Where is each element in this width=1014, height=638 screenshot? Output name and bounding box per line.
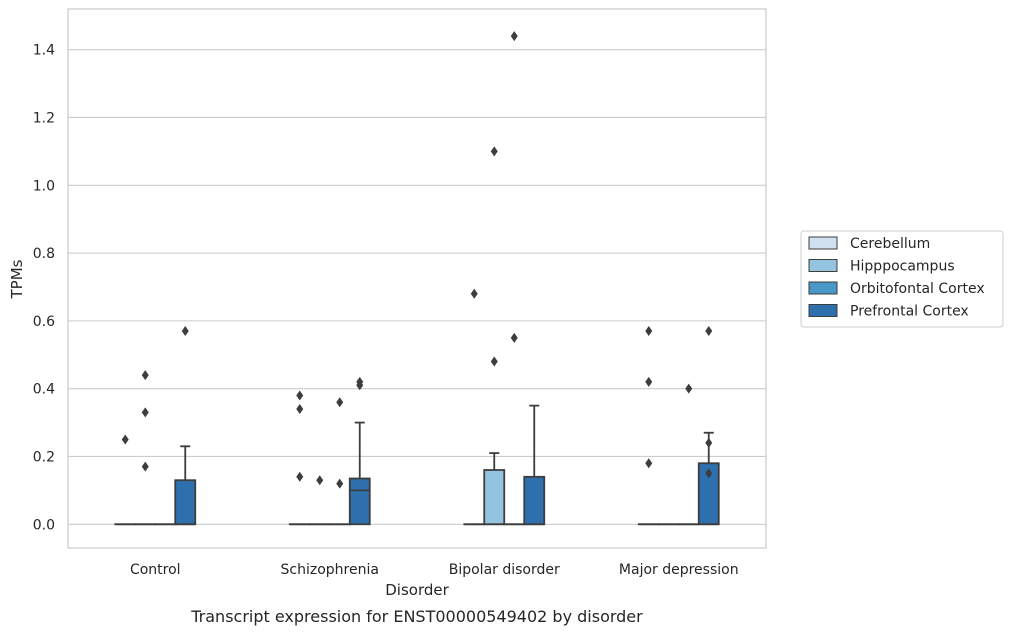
outlier-point	[705, 326, 712, 336]
box-2-2	[504, 31, 524, 524]
outlier-point	[491, 146, 498, 156]
x-tick-label: Control	[130, 562, 181, 578]
outlier-point	[142, 462, 149, 472]
x-tick-label: Schizophrenia	[281, 562, 379, 578]
legend-swatch	[809, 237, 837, 249]
outlier-point	[511, 31, 518, 41]
box-0-1	[290, 390, 310, 524]
x-tick-label: Major depression	[619, 562, 739, 578]
outlier-point	[645, 326, 652, 336]
outlier-point	[142, 407, 149, 417]
legend-swatch	[809, 260, 837, 272]
outlier-point	[296, 390, 303, 400]
box-3-1	[350, 377, 370, 524]
box-0-0	[115, 435, 135, 525]
plot-frame	[68, 9, 766, 548]
box-body	[175, 480, 195, 524]
y-tick-label: 0.6	[33, 314, 55, 330]
y-tick-label: 1.2	[33, 110, 55, 126]
box-1-0	[135, 370, 155, 524]
outlier-point	[182, 326, 189, 336]
box-1-1	[310, 475, 330, 524]
y-tick-label: 0.2	[33, 449, 55, 465]
legend-label: Prefrontal Cortex	[850, 304, 969, 320]
box-0-3	[639, 326, 659, 524]
outlier-point	[316, 475, 323, 485]
y-tick-label: 0.4	[33, 382, 55, 398]
y-axis-label: TPMs	[8, 259, 26, 299]
box-2-1	[330, 397, 350, 524]
legend-label: Cerebellum	[850, 236, 930, 252]
y-tick-label: 1.4	[33, 43, 55, 59]
box-body	[524, 477, 544, 524]
outlier-point	[296, 472, 303, 482]
y-tick-label: 0.0	[33, 517, 55, 533]
outlier-point	[296, 404, 303, 414]
outlier-point	[511, 333, 518, 343]
box-body	[484, 470, 504, 524]
outlier-point	[705, 438, 712, 448]
outlier-point	[122, 435, 129, 445]
grid-lines	[68, 50, 766, 525]
legend-swatch	[809, 305, 837, 317]
outlier-point	[142, 370, 149, 380]
outlier-point	[471, 289, 478, 299]
x-axis-label: Disorder	[385, 581, 449, 599]
legend-label: Orbitofontal Cortex	[850, 281, 985, 297]
box-3-0	[175, 326, 195, 524]
plot-area	[115, 31, 719, 524]
outlier-point	[645, 458, 652, 468]
box-3-2	[524, 406, 544, 525]
y-tick-label: 1.0	[33, 178, 55, 194]
box-3-3	[699, 326, 719, 524]
box-1-2	[484, 146, 504, 524]
outlier-point	[336, 479, 343, 489]
legend-swatch	[809, 282, 837, 294]
legend-label: Hipppocampus	[850, 259, 955, 275]
chart-caption: Transcript expression for ENST0000054940…	[190, 607, 643, 626]
x-tick-label: Bipolar disorder	[449, 562, 560, 578]
legend: Cerebellum Hipppocampus Orbitofontal Corte…	[801, 231, 1003, 327]
outlier-point	[685, 384, 692, 394]
outlier-point	[645, 377, 652, 387]
x-axis-ticks: Control Schizophrenia Bipolar disorder Majo…	[130, 562, 739, 578]
y-tick-label: 0.8	[33, 246, 55, 262]
y-axis-ticks: 0.0 0.2 0.4 0.6 0.8 1.0 1.2 1.4	[33, 43, 55, 534]
outlier-point	[491, 357, 498, 367]
box-0-2	[464, 289, 484, 525]
outlier-point	[336, 397, 343, 407]
box-body	[350, 479, 370, 525]
box-2-3	[679, 384, 699, 525]
